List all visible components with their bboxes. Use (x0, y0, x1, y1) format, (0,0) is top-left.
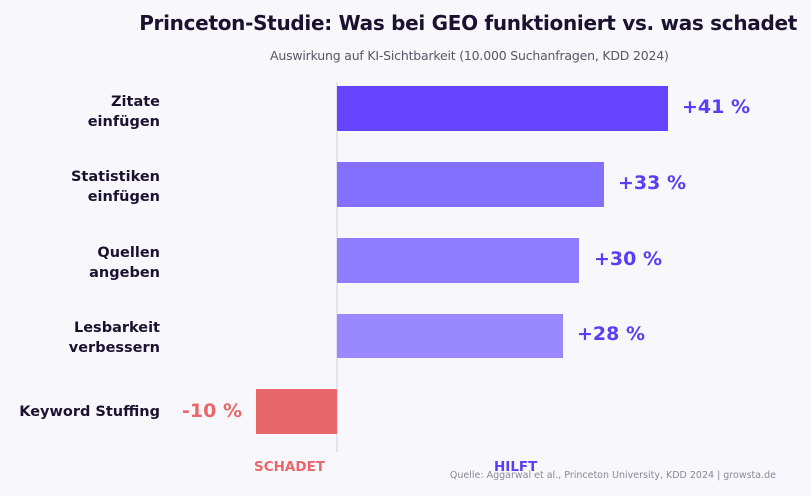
bar-label-line1: Zitate (111, 94, 160, 110)
chart-title: Princeton-Studie: Was bei GEO funktionie… (139, 11, 797, 35)
bar-quellen (337, 238, 579, 283)
bar-label: Quellen angeben (89, 243, 160, 283)
bar-value-label: +30 % (594, 248, 663, 270)
bar-label-line2: verbessern (68, 340, 160, 356)
bar-value-label: +28 % (577, 323, 646, 345)
bar-value-label: -10 % (182, 400, 242, 422)
source-note: Quelle: Aggarwal et al., Princeton Unive… (449, 470, 776, 481)
bar-keyword-stuffing (256, 389, 337, 434)
bar-label: Lesbarkeit verbessern (69, 318, 160, 358)
bar-zitate (337, 86, 668, 131)
bar-label-line2: einfügen (87, 189, 160, 205)
bar-label-line1: Quellen (97, 245, 160, 261)
bar-label: Keyword Stuffing (19, 402, 160, 422)
bar-statistiken (337, 162, 604, 207)
bar-label: Statistiken einfügen (71, 167, 160, 207)
bar-lesbarkeit (337, 314, 563, 358)
bar-value-label: +33 % (618, 172, 687, 194)
bar-label-line2: einfügen (87, 114, 160, 130)
chart-subtitle: Auswirkung auf KI-Sichtbarkeit (10.000 S… (270, 48, 669, 63)
axis-label-positive: HILFT (494, 459, 538, 475)
bar-label-line1: Lesbarkeit (73, 320, 160, 336)
bar-label-line2: angeben (89, 265, 160, 281)
bar-label-line1: Statistiken (70, 169, 160, 185)
bar-label: Zitate einfügen (88, 92, 160, 132)
bar-value-label: +41 % (682, 96, 751, 118)
axis-label-negative: SCHADET (254, 459, 326, 475)
bar-label-line1: Keyword Stuffing (19, 404, 160, 420)
